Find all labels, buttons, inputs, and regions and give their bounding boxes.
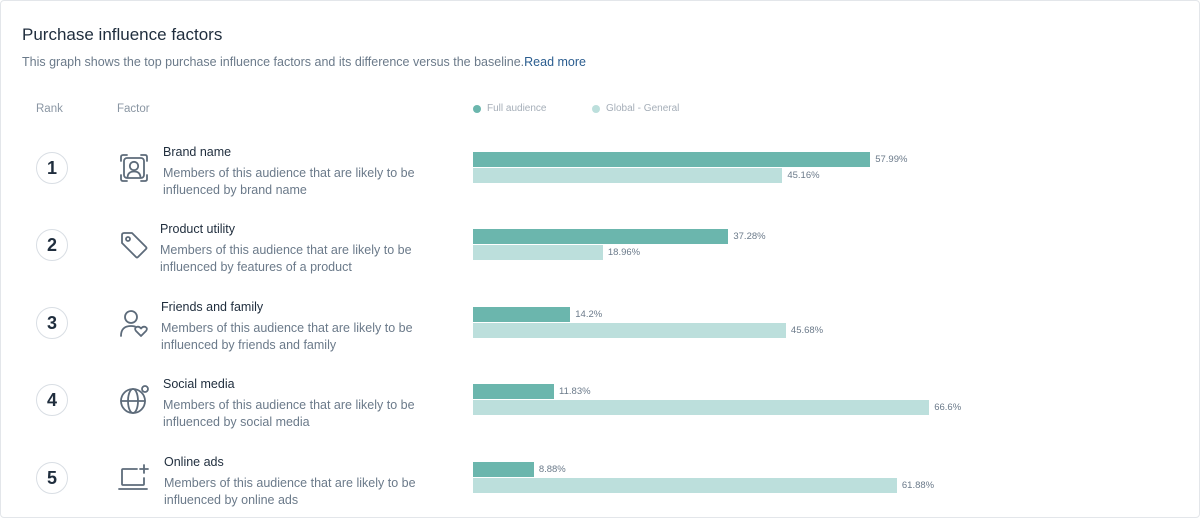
factor-row: 2 Product utility Members of this audien… [1, 222, 1199, 299]
person-heart-icon [120, 310, 148, 337]
globe-icon [120, 385, 149, 414]
legend-global-general: Global - General [592, 103, 679, 114]
value-label-global: 66.6% [934, 402, 962, 413]
bar-global-general [473, 400, 930, 415]
value-label-global: 61.88% [901, 480, 935, 491]
value-label-global: 45.68% [790, 325, 824, 336]
factor-description: Members of this audience that are likely… [163, 166, 415, 197]
bar-global-general [473, 168, 783, 183]
rank-header: Rank [36, 103, 63, 115]
factor-name: Friends and family [161, 300, 264, 314]
tag-icon [121, 232, 148, 259]
bar-full-audience [473, 462, 534, 477]
read-more-link[interactable]: Read more [524, 55, 586, 69]
rank-badge: 3 [36, 307, 68, 339]
factor-row: 4 Social media Members of this audience … [1, 377, 1199, 454]
legend-full-dot [473, 104, 481, 113]
legend-full-label: Full audience [487, 103, 547, 114]
value-label-full: 11.83% [559, 386, 591, 397]
factor-description: Members of this audience that are likely… [160, 243, 412, 274]
rank-badge: 4 [36, 384, 68, 416]
bar-full-audience [473, 229, 729, 244]
rank-badge: 1 [36, 152, 68, 184]
rank-badge: 5 [36, 462, 68, 494]
card-title: Purchase influence factors [22, 25, 223, 44]
bar-full-audience [473, 307, 571, 322]
value-label-full: 57.99% [875, 154, 908, 165]
portrait-icon [120, 154, 148, 182]
legend-global-dot [592, 104, 600, 113]
laptop-plus-icon [118, 464, 149, 490]
factor-name: Product utility [160, 222, 236, 236]
factor-name: Brand name [163, 145, 232, 159]
bar-full-audience [473, 384, 555, 399]
factor-name: Online ads [164, 455, 224, 469]
value-label-full: 14.2% [575, 309, 603, 320]
legend-full-audience: Full audience [473, 103, 546, 114]
factor-name: Social media [163, 377, 235, 391]
card-subtitle: This graph shows the top purchase influe… [22, 55, 586, 69]
legend-global-label: Global - General [606, 103, 680, 114]
purchase-influence-card: Purchase influence factors This graph sh… [0, 0, 1200, 518]
bar-global-general [473, 478, 897, 493]
value-label-full: 8.88% [538, 464, 566, 475]
factor-row: 3 Friends and family Members of this aud… [1, 300, 1199, 377]
factor-description: Members of this audience that are likely… [164, 476, 416, 507]
value-label-global: 18.96% [607, 247, 641, 258]
factor-description: Members of this audience that are likely… [163, 398, 415, 429]
bar-global-general [473, 245, 603, 260]
factor-row: 5 Online ads Members of this audience th… [1, 455, 1199, 532]
subtitle-text: This graph shows the top purchase influe… [22, 55, 525, 69]
factor-description: Members of this audience that are likely… [161, 321, 413, 352]
factor-header: Factor [117, 103, 150, 115]
rank-badge: 2 [36, 229, 68, 261]
factor-row: 1 Brand name Members of this audience th… [1, 145, 1199, 222]
value-label-global: 45.16% [787, 170, 820, 181]
value-label-full: 37.28% [733, 231, 766, 242]
bar-global-general [473, 323, 786, 338]
bar-full-audience [473, 152, 871, 167]
